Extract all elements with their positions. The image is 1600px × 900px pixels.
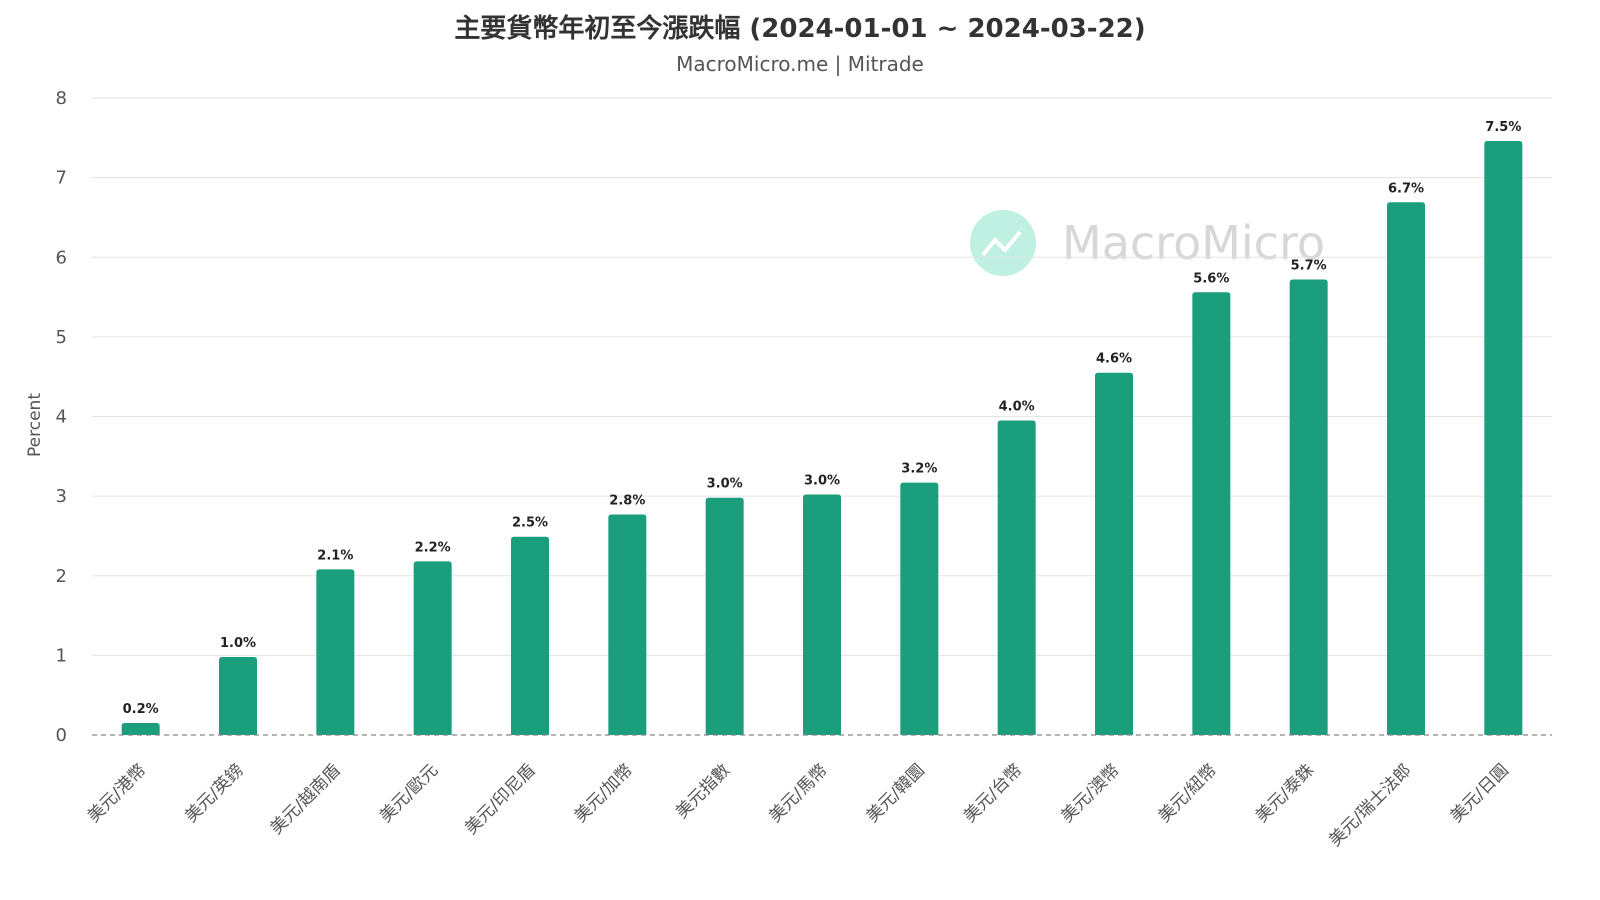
data-label: 3.0% [804,474,840,489]
bar[interactable] [1387,202,1425,736]
data-label: 6.7% [1388,181,1424,196]
y-tick-label: 3 [56,486,67,507]
bar[interactable] [1095,372,1133,735]
bar[interactable] [1484,140,1523,735]
bar[interactable] [900,482,939,735]
y-axis: 0 1 2 3 4 5 6 7 8 [56,88,67,746]
bar[interactable] [608,514,647,735]
x-tick-label: 美元/歐元 [376,760,442,826]
y-tick-label: 0 [56,725,67,746]
data-label: 2.2% [415,540,451,555]
x-tick-label: 美元/港幣 [84,760,150,826]
bar[interactable] [511,536,549,735]
data-label: 3.0% [707,477,743,492]
data-label: 5.6% [1193,271,1229,286]
data-label: 1.0% [220,636,256,651]
data-label: 4.6% [1096,352,1132,367]
bar[interactable] [121,723,160,735]
bar[interactable] [413,561,452,735]
watermark: MacroMicro [970,210,1325,276]
x-tick-label: 美元/印尼盾 [461,760,539,838]
y-axis-title: Percent [25,393,45,457]
y-tick-label: 1 [56,645,67,666]
watermark-text: MacroMicro [1062,216,1325,270]
data-label: 4.0% [999,399,1035,414]
y-tick-label: 4 [56,407,67,428]
chart-line-icon [970,210,1036,276]
bar[interactable] [705,497,744,735]
data-label: 2.8% [609,493,645,508]
y-tick-label: 6 [56,247,67,268]
bar[interactable] [997,420,1036,735]
y-tick-label: 2 [56,566,67,587]
x-tick-label: 美元/馬幣 [765,760,831,826]
x-tick-label: 美元/澳幣 [1057,760,1123,826]
data-label: 2.5% [512,516,548,531]
data-label: 3.2% [901,462,937,477]
x-tick-label: 美元/越南盾 [267,760,345,838]
y-tick-label: 8 [56,88,67,109]
bar[interactable] [1289,279,1328,735]
x-tick-label: 美元指數 [672,760,734,822]
x-tick-label: 美元/台幣 [960,760,1026,826]
data-label: 2.1% [317,548,353,563]
bar[interactable] [1192,292,1231,735]
x-tick-label: 美元/英鎊 [181,760,247,826]
bars [121,140,1523,736]
watermark-line [981,230,1022,257]
data-label: 5.7% [1291,259,1327,274]
bar[interactable] [316,569,355,735]
x-tick-label: 美元/加幣 [571,760,637,826]
data-labels: 0.2% 1.0% 2.1% 2.2% 2.5% 2.8% 3.0% 3.0% 3.2% 4.0%… [123,120,1522,717]
data-label: 7.5% [1485,120,1521,135]
bar[interactable] [803,494,841,735]
chart-title: 主要貨幣年初至今漲跌幅 (2024-01-01 ~ 2024-03-22) [454,14,1146,44]
chart-subtitle: MacroMicro.me | Mitrade [676,52,924,76]
y-tick-label: 7 [56,168,67,189]
data-label: 0.2% [123,702,159,717]
x-axis: 美元/港幣 美元/英鎊 美元/越南盾 美元/歐元 美元/印尼盾 美元/加幣 美元指數 美元/馬… [84,760,1513,850]
x-tick-label: 美元/日圓 [1447,760,1513,826]
x-tick-label: 美元/瑞士法郎 [1325,760,1415,850]
y-tick-label: 5 [56,327,67,348]
bar[interactable] [219,656,257,735]
x-tick-label: 美元/韓圜 [863,760,929,826]
x-tick-label: 美元/紐幣 [1155,760,1221,826]
x-tick-label: 美元/泰銖 [1252,760,1318,826]
